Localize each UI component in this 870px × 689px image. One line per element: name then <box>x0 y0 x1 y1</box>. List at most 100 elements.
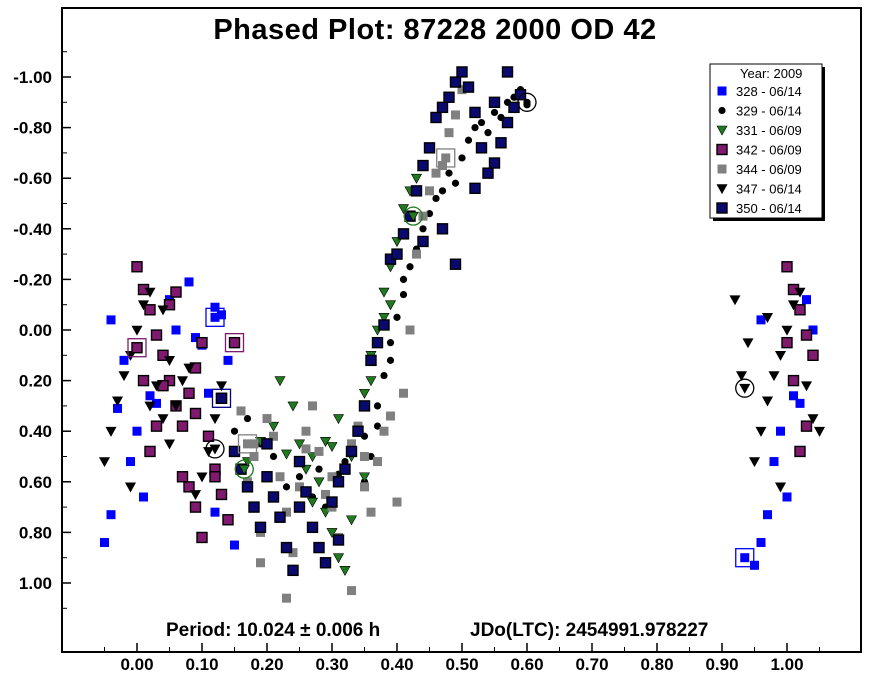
data-point <box>261 471 273 483</box>
data-point <box>347 586 356 596</box>
data-point <box>327 472 337 482</box>
data-point <box>378 287 390 298</box>
data-point <box>482 167 494 179</box>
data-point <box>326 496 338 508</box>
data-point <box>241 481 254 493</box>
data-point <box>306 497 319 508</box>
data-point <box>139 492 148 502</box>
data-point <box>807 414 819 425</box>
data-point <box>293 501 306 513</box>
data-point <box>451 179 460 187</box>
data-point <box>105 426 117 437</box>
data-point <box>425 210 434 218</box>
data-point <box>471 124 479 132</box>
data-point <box>399 290 408 299</box>
data-point <box>170 286 182 298</box>
data-point <box>191 333 200 343</box>
data-point <box>176 420 189 432</box>
y-tick-label: 0.00 <box>19 321 52 340</box>
data-point <box>391 237 403 248</box>
data-point <box>106 510 116 520</box>
data-point <box>781 336 793 349</box>
data-point <box>367 452 375 461</box>
data-point <box>800 329 813 341</box>
data-point <box>358 388 371 399</box>
data-point <box>295 482 304 492</box>
data-point <box>501 66 514 78</box>
data-point <box>776 426 785 436</box>
legend-marker <box>716 202 728 214</box>
x-tick-label: 0.90 <box>705 655 738 674</box>
data-point <box>223 355 233 365</box>
data-point <box>406 263 414 271</box>
data-point <box>451 110 460 120</box>
highlight-box <box>127 338 147 358</box>
data-point <box>449 76 462 88</box>
legend-box <box>709 63 823 219</box>
data-point <box>262 414 272 424</box>
data-point <box>144 445 156 458</box>
data-point <box>249 452 259 461</box>
highlight-ring <box>205 439 225 459</box>
data-point <box>412 249 421 259</box>
series-328-06-14 <box>100 277 818 570</box>
data-point <box>345 515 358 526</box>
period-text: Period: 10.024 ± 0.006 h <box>166 620 381 641</box>
data-point <box>152 398 161 408</box>
data-point <box>417 159 429 172</box>
data-point <box>332 553 345 564</box>
data-point <box>326 442 338 452</box>
data-point <box>794 287 806 298</box>
data-point <box>189 501 202 513</box>
data-point <box>341 457 349 466</box>
data-point <box>410 185 423 197</box>
legend-marker <box>717 164 727 174</box>
data-point <box>209 471 221 483</box>
data-point <box>209 414 221 425</box>
data-point <box>378 313 390 323</box>
y-tick-label: 0.60 <box>19 473 52 492</box>
data-point <box>397 228 410 240</box>
data-point <box>436 101 449 114</box>
highlight-point <box>407 211 419 222</box>
data-point <box>444 128 454 138</box>
series-331-06-09 <box>241 173 423 576</box>
data-point <box>358 400 371 412</box>
x-tick-label: 0.10 <box>185 655 218 674</box>
highlight-box <box>205 307 225 328</box>
data-point <box>280 449 293 460</box>
y-tick-label: 1.00 <box>19 574 52 593</box>
data-point <box>319 557 332 569</box>
data-point <box>144 304 156 316</box>
data-point <box>436 223 449 235</box>
data-point <box>308 401 317 411</box>
highlight-box <box>735 548 755 568</box>
data-point <box>157 305 169 316</box>
data-point <box>132 426 142 436</box>
data-point <box>100 538 109 548</box>
data-point <box>176 471 189 483</box>
data-point <box>157 414 169 425</box>
data-point <box>150 329 163 341</box>
x-tick-label: 0.60 <box>510 655 543 674</box>
data-point <box>438 187 447 195</box>
data-point <box>256 558 265 568</box>
highlight-point <box>131 342 143 354</box>
data-point <box>230 427 239 435</box>
data-point <box>131 261 143 273</box>
data-point <box>490 108 499 117</box>
data-point <box>464 136 473 144</box>
data-point <box>332 476 345 488</box>
legend-label: 342 - 06/09 <box>736 143 802 158</box>
data-point <box>755 426 767 437</box>
data-point <box>282 507 291 517</box>
data-point <box>282 593 291 603</box>
data-point <box>488 96 501 109</box>
x-tick-label: 0.80 <box>640 655 673 674</box>
data-point <box>386 411 395 421</box>
data-point <box>379 426 389 436</box>
data-point <box>735 371 748 382</box>
x-tick-label: 0.30 <box>315 655 348 674</box>
highlight-layer <box>127 92 755 568</box>
data-point <box>425 186 434 196</box>
